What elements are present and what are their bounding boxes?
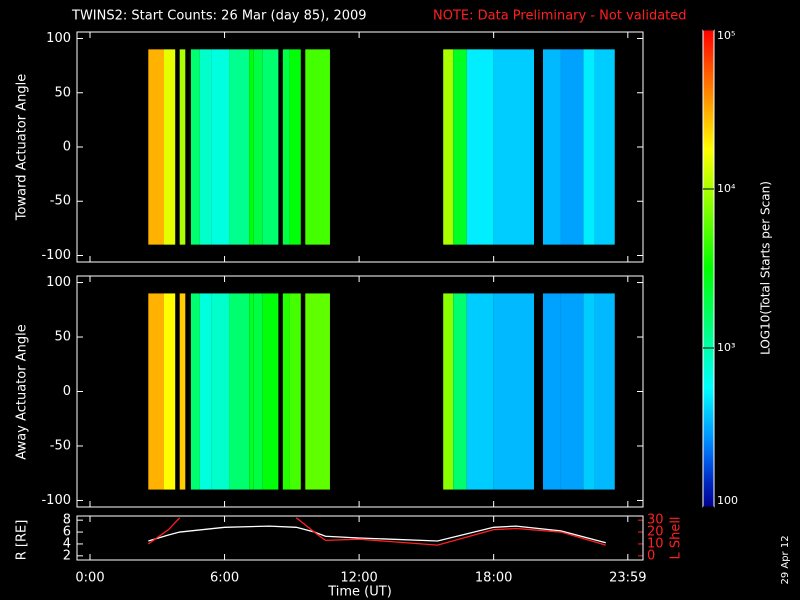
x-tick-label: 6:00 [210, 571, 239, 586]
series-line [147, 517, 181, 545]
heatmap-cell [229, 49, 250, 245]
heatmap-cell [211, 49, 230, 245]
heatmap-cell [583, 293, 595, 490]
heatmap-cell [253, 293, 263, 490]
y-tick-label: 50 [54, 330, 71, 345]
colorbar-tick-label: 100 [717, 494, 738, 507]
y2-tick-label: 0 [647, 548, 655, 563]
y-tick-label: 8 [63, 513, 71, 528]
y-tick-label: -50 [50, 438, 71, 453]
x-axis-label: Time (UT) [327, 585, 392, 600]
plot-area [147, 517, 606, 546]
heatmap-cell [443, 293, 454, 490]
colorbar-tick-label: 10³ [717, 341, 735, 354]
y2-tick-label: 30 [647, 513, 664, 528]
heatmap-cell [179, 293, 186, 490]
heatmap-cell [466, 49, 494, 245]
heatmap-cell [148, 293, 165, 490]
heatmap-cell [199, 293, 212, 490]
heatmap-cell [594, 49, 615, 245]
y-tick-label: 6 [63, 525, 71, 540]
heatmap-cell [493, 49, 535, 245]
x-tick-label: 18:00 [475, 571, 512, 586]
heatmap-cell [249, 49, 254, 245]
heatmap-cell [453, 49, 467, 245]
y-axis-label: Away Actuator Angle [15, 324, 30, 459]
colorbar-label: LOG10(Total Starts per Scan) [759, 181, 773, 355]
heatmap-cell [289, 49, 301, 245]
heatmap-cell [253, 49, 263, 245]
colorbar [702, 29, 715, 508]
heatmap-cell [305, 49, 330, 245]
y-tick-label: 100 [46, 275, 71, 290]
heatmap-cell [560, 293, 584, 490]
heatmap-cell [179, 49, 186, 245]
heatmap-cell [262, 293, 279, 490]
heatmap-cell [305, 293, 330, 490]
y-tick-label: 50 [54, 85, 71, 100]
y-tick-label: 0 [63, 384, 71, 399]
heatmap-cell [594, 293, 615, 490]
date-stamp: 29 Apr 12 [780, 535, 791, 584]
y-tick-label: 100 [46, 31, 71, 46]
plot-frame [76, 515, 644, 561]
heatmap-cell [466, 293, 494, 490]
heatmap-cell [249, 293, 254, 490]
heatmap-cell [542, 49, 561, 245]
heatmap-cell [164, 49, 176, 245]
y2-tick-label: 20 [647, 525, 664, 540]
y-axis-label: R [RE] [15, 520, 30, 561]
y2-tick-label: 10 [647, 536, 664, 551]
y-tick-label: 2 [63, 548, 71, 563]
heatmap-cell [289, 293, 301, 490]
heatmap-cell [164, 293, 176, 490]
heatmap-cell [190, 49, 200, 245]
heatmap-cell [583, 49, 595, 245]
heatmap-cell [229, 293, 250, 490]
heatmap-cell [560, 49, 584, 245]
x-tick-label: 12:00 [340, 571, 377, 586]
heatmap-cell [199, 49, 212, 245]
y-tick-label: -100 [41, 248, 71, 263]
y2-axis-label: L Shell [669, 516, 684, 559]
heatmap-cell [282, 293, 290, 490]
chart-title: TWINS2: Start Counts: 26 Mar (day 85), 2… [71, 9, 367, 24]
heatmap-cell [443, 49, 454, 245]
heatmap-cell [282, 49, 290, 245]
y-tick-label: 0 [63, 140, 71, 155]
y-axis-label: Toward Actuator Angle [15, 74, 30, 221]
y-tick-label: -50 [50, 194, 71, 209]
y-tick-label: 4 [63, 536, 71, 551]
series-line [295, 517, 606, 546]
series-line [148, 525, 606, 544]
heatmap-cell [148, 49, 165, 245]
heatmap-cell [493, 293, 535, 490]
heatmap-cell [453, 293, 467, 490]
x-tick-label: 23:59 [609, 571, 646, 586]
heatmap-cell [190, 293, 200, 490]
colorbar-tick-label: 10⁴ [717, 182, 736, 195]
heatmap-cell [542, 293, 561, 490]
colorbar-tick-label: 10⁵ [717, 29, 735, 42]
y-tick-label: -100 [41, 493, 71, 508]
x-tick-label: 0:00 [75, 571, 104, 586]
note: NOTE: Data Preliminary - Not validated [433, 9, 687, 24]
heatmap-cell [211, 293, 230, 490]
heatmap-cell [262, 49, 279, 245]
